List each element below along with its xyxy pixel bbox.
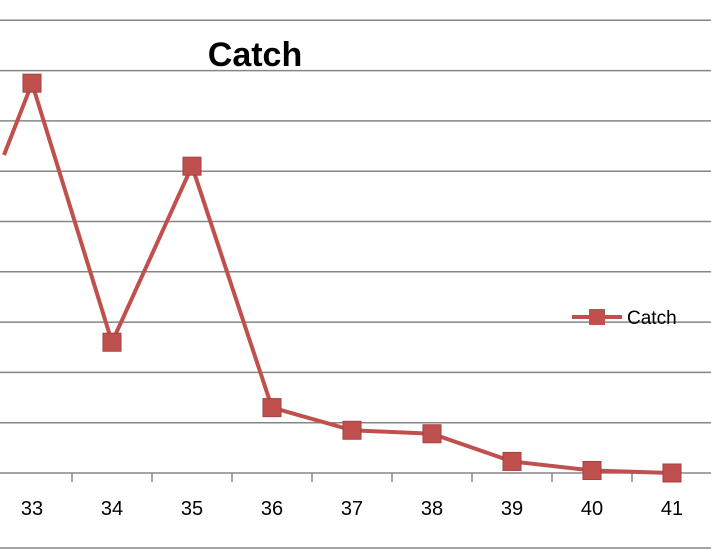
legend-label-catch: Catch xyxy=(627,308,677,329)
data-point-marker xyxy=(262,398,282,418)
legend: Catch xyxy=(572,308,677,329)
x-tick-label: 40 xyxy=(581,498,603,520)
data-point-marker xyxy=(502,451,522,471)
legend-marker xyxy=(589,309,605,325)
x-tick-label: 34 xyxy=(101,498,123,520)
x-tick-label: 36 xyxy=(261,498,283,520)
data-point-marker xyxy=(102,332,122,352)
x-tick-label: 39 xyxy=(501,498,523,520)
x-tick-label: 37 xyxy=(341,498,363,520)
data-point-marker xyxy=(22,73,42,93)
gridlines xyxy=(0,19,711,424)
chart-title: Catch xyxy=(208,36,302,74)
x-tick-label: 33 xyxy=(21,498,43,520)
series-layer xyxy=(2,73,682,483)
data-point-marker xyxy=(582,460,602,480)
data-point-marker xyxy=(342,420,362,440)
data-point-marker xyxy=(182,156,202,176)
x-tick-label: 35 xyxy=(181,498,203,520)
x-tick-label: 38 xyxy=(421,498,443,520)
x-tick-label: 41 xyxy=(661,498,683,520)
data-point-marker xyxy=(422,424,442,444)
data-point-marker xyxy=(662,463,682,483)
series-line-catch xyxy=(2,81,673,475)
